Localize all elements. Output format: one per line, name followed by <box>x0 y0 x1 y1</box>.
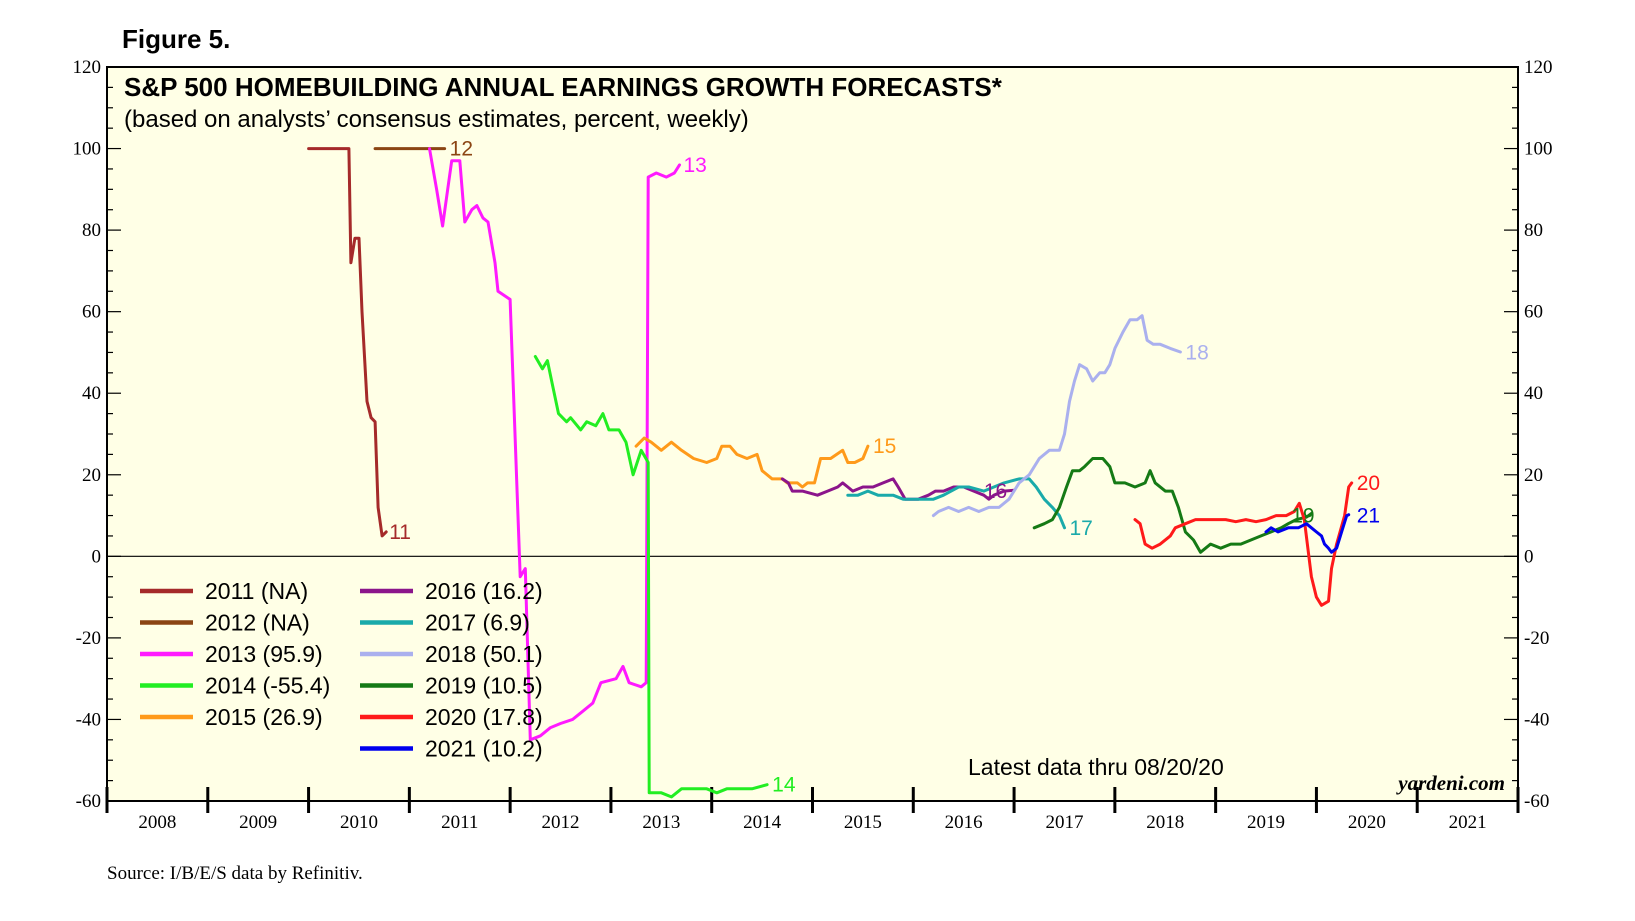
chart-subtitle: (based on analysts’ consensus estimates,… <box>124 106 749 133</box>
series-layer <box>307 147 1354 799</box>
y-tick-label-right: 20 <box>1524 465 1543 486</box>
legend-label: 2021 (10.2) <box>425 736 543 762</box>
end-label-14: 14 <box>772 774 796 797</box>
legend: 2011 (NA) 2012 (NA) 2013 (95.9) 2014 (-55.4… <box>140 578 543 762</box>
end-label-12: 12 <box>450 138 473 161</box>
figure-label: Figure 5. <box>122 24 230 54</box>
y-tick-label-right: -60 <box>1524 791 1549 812</box>
legend-label: 2012 (NA) <box>205 610 310 636</box>
end-label-20: 20 <box>1357 472 1380 495</box>
x-tick-label: 2020 <box>1348 812 1386 833</box>
legend-label: 2017 (6.9) <box>425 610 530 636</box>
x-tick-label: 2019 <box>1247 812 1285 833</box>
legend-label: 2019 (10.5) <box>425 673 543 699</box>
series-line-14 <box>533 355 769 799</box>
series-line-13 <box>428 147 681 742</box>
x-tick-label: 2012 <box>542 812 580 833</box>
x-tick-label: 2013 <box>642 812 680 833</box>
legend-label: 2016 (16.2) <box>425 578 543 604</box>
end-label-13: 13 <box>683 154 706 177</box>
y-tick-label-right: 80 <box>1524 220 1543 241</box>
legend-label: 2014 (-55.4) <box>205 673 330 699</box>
y-tick-label-left: -60 <box>76 791 101 812</box>
y-tick-label-right: -20 <box>1524 628 1549 649</box>
end-label-18: 18 <box>1185 341 1208 364</box>
x-tick-label: 2021 <box>1449 812 1487 833</box>
end-label-11: 11 <box>389 521 411 544</box>
series-line-11 <box>307 147 388 538</box>
source-note: Source: I/B/E/S data by Refinitiv. <box>107 863 363 884</box>
end-label-17: 17 <box>1070 517 1093 540</box>
y-tick-label-left: -20 <box>76 628 101 649</box>
end-label-16: 16 <box>984 480 1007 503</box>
legend-label: 2020 (17.8) <box>425 704 543 730</box>
y-tick-label-left: 120 <box>73 57 102 78</box>
x-tick-label: 2010 <box>340 812 378 833</box>
chart-title: S&P 500 HOMEBUILDING ANNUAL EARNINGS GRO… <box>124 72 1003 102</box>
y-tick-label-right: 0 <box>1524 546 1534 567</box>
y-tick-label-left: 0 <box>92 546 102 567</box>
plot-background <box>107 67 1518 801</box>
y-tick-label-right: 40 <box>1524 383 1543 404</box>
y-tick-label-right: -40 <box>1524 709 1549 730</box>
series-line-20 <box>1133 481 1354 607</box>
series-line-17 <box>846 477 1066 530</box>
y-tick-label-left: 100 <box>73 139 102 160</box>
x-tick-label: 2015 <box>844 812 882 833</box>
y-tick-label-right: 100 <box>1524 139 1553 160</box>
end-label-15: 15 <box>873 435 896 458</box>
y-tick-label-left: 20 <box>82 465 101 486</box>
y-tick-label-right: 60 <box>1524 302 1543 323</box>
y-tick-label-left: 80 <box>82 220 101 241</box>
y-tick-label-right: 120 <box>1524 57 1553 78</box>
brand-label: yardeni.com <box>1395 771 1505 795</box>
end-label-21: 21 <box>1357 505 1380 528</box>
series-line-15 <box>634 436 870 489</box>
plot-frame <box>106 66 1519 802</box>
y-tick-label-left: 40 <box>82 383 101 404</box>
series-line-21 <box>1264 513 1351 554</box>
x-tick-label: 2008 <box>138 812 176 833</box>
legend-label: 2013 (95.9) <box>205 641 323 667</box>
x-tick-label: 2018 <box>1146 812 1184 833</box>
x-tick-label: 2017 <box>1045 812 1083 833</box>
latest-data-note: Latest data thru 08/20/20 <box>968 754 1224 780</box>
legend-label: 2018 (50.1) <box>425 641 543 667</box>
legend-label: 2015 (26.9) <box>205 704 323 730</box>
y-tick-label-left: 60 <box>82 302 101 323</box>
x-tick-label: 2011 <box>441 812 478 833</box>
x-tick-label: 2016 <box>945 812 983 833</box>
series-line-16 <box>780 477 1016 501</box>
y-tick-label-left: -40 <box>76 709 101 730</box>
legend-label: 2011 (NA) <box>205 578 308 604</box>
end-label-19: 19 <box>1291 505 1314 528</box>
end-labels-layer: 11 12 13 14 15 16 17 18 19 20 21 <box>389 138 1380 797</box>
series-line-19 <box>1032 457 1313 554</box>
x-tick-label: 2009 <box>239 812 277 833</box>
series-line-18 <box>931 314 1182 518</box>
x-tick-label: 2014 <box>743 812 782 833</box>
